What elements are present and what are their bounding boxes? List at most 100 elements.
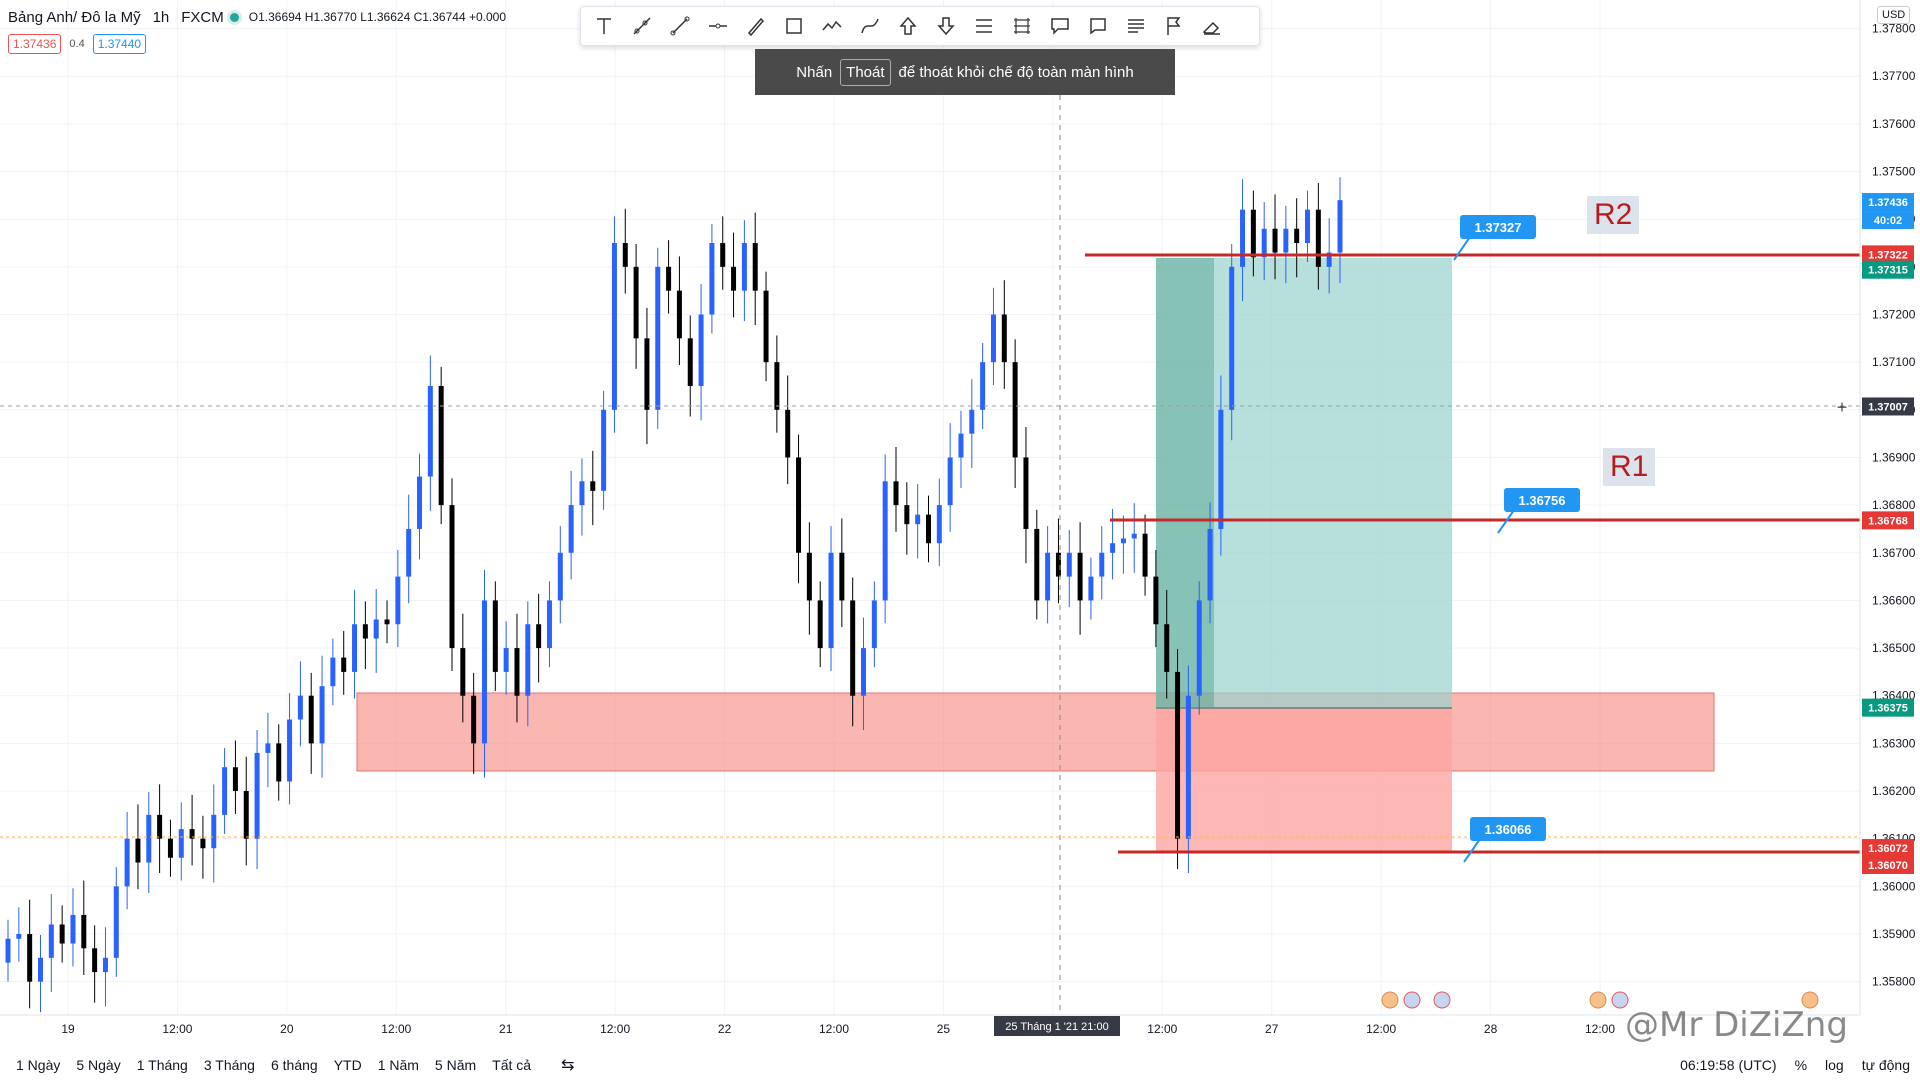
price-note-box[interactable] (1460, 215, 1536, 239)
flag-icon[interactable] (1157, 9, 1191, 43)
curve-icon[interactable] (853, 9, 887, 43)
range-3m[interactable]: 3 Tháng (203, 1057, 255, 1073)
time-tick-label: 12:00 (1585, 1022, 1615, 1036)
candle-body (546, 600, 552, 649)
range-1d[interactable]: 1 Ngày (16, 1057, 61, 1073)
range-1m[interactable]: 1 Tháng (136, 1057, 188, 1073)
candle-body (222, 767, 228, 815)
text-icon[interactable] (587, 9, 621, 43)
comment-icon[interactable] (1081, 9, 1115, 43)
candle-body (1131, 533, 1137, 539)
price-note-pointer (1497, 509, 1515, 534)
position-loss-area[interactable] (1156, 708, 1452, 852)
candle-body (492, 600, 498, 672)
time-tick-label: 12:00 (1366, 1022, 1396, 1036)
price-range-icon[interactable] (967, 9, 1001, 43)
time-tick-label: 12:00 (819, 1022, 849, 1036)
price-note-icon[interactable] (1119, 9, 1153, 43)
event-icons[interactable] (1381, 991, 1819, 1009)
candle-body (113, 886, 119, 958)
interval-label[interactable]: 1h (152, 8, 170, 26)
bid-price-button[interactable]: 1.37436 (8, 34, 62, 54)
candle-body (763, 290, 769, 363)
range-5d[interactable]: 5 Ngày (76, 1057, 121, 1073)
percent-toggle[interactable]: % (1794, 1057, 1808, 1073)
candle-body (644, 338, 650, 410)
trend-line-icon[interactable] (663, 9, 697, 43)
horizontal-line-icon[interactable] (701, 9, 735, 43)
candle-body (850, 600, 856, 696)
time-tick-label: 19 (61, 1022, 75, 1036)
candle-body (969, 409, 975, 434)
candle-body (590, 481, 596, 491)
candle-body (958, 433, 964, 458)
candle-body (189, 829, 195, 839)
hint-after: để thoát khỏi chế độ toàn màn hình (898, 63, 1134, 81)
auto-toggle[interactable]: tự động (1861, 1057, 1910, 1073)
date-range-icon[interactable] (1005, 9, 1039, 43)
candle-body (731, 266, 737, 291)
time-tick-label: 27 (1265, 1022, 1279, 1036)
brush-icon[interactable] (739, 9, 773, 43)
price-tick-label: 1.37800 (1872, 22, 1916, 36)
time-tick-label: 21 (499, 1022, 513, 1036)
range-1y[interactable]: 1 Năm (377, 1057, 419, 1073)
fullscreen-hint: Nhấn Thoát để thoát khỏi chế độ toàn màn… (755, 49, 1175, 95)
candle-body (92, 948, 98, 973)
candle-body (915, 514, 921, 525)
range-6m[interactable]: 6 tháng (270, 1057, 318, 1073)
hint-before: Nhấn (796, 63, 833, 81)
ask-price-button[interactable]: 1.37440 (92, 34, 147, 54)
price-note-box[interactable] (1470, 817, 1546, 841)
price-note-box[interactable] (1504, 488, 1580, 512)
candle-body (178, 829, 184, 858)
price-tick-label: 1.36600 (1872, 593, 1916, 607)
ray-icon[interactable] (625, 9, 659, 43)
candle-body (936, 505, 942, 544)
candle-body (871, 600, 877, 649)
arrow-up-icon[interactable] (891, 9, 925, 43)
price-axis[interactable]: 1.358001.359001.360001.361001.362001.363… (1836, 0, 1916, 1015)
time-tick-label: 25 (937, 1022, 951, 1036)
r2-label[interactable]: R2 (1587, 196, 1640, 234)
price-tick-label: 1.36500 (1872, 641, 1916, 655)
candle-body (319, 686, 325, 744)
price-tag-text: 1.37007 (1868, 401, 1908, 413)
candle-body (1196, 600, 1202, 696)
range-5y[interactable]: 5 Năm (434, 1057, 477, 1073)
candle-body (135, 838, 141, 863)
crosshair-time-label: 25 Tháng 1 '21 21:00 (1005, 1021, 1108, 1033)
candle-body (341, 657, 347, 672)
date-range-icon[interactable]: ⇆ (561, 1057, 575, 1074)
range-all[interactable]: Tất cả (492, 1057, 532, 1073)
candle-body (1001, 314, 1007, 363)
range-ytd[interactable]: YTD (333, 1057, 362, 1073)
callout-icon[interactable] (1043, 9, 1077, 43)
candle-body (265, 743, 271, 753)
symbol-name[interactable]: Bảng Anh/ Đô la Mỹ (8, 8, 141, 26)
add-alert-icon[interactable]: + (1836, 399, 1848, 415)
candle-body (471, 695, 477, 744)
time-axis[interactable]: 19 12:00 20 12:00 21 12:00 22 12:00 25 12:00 12:00… (0, 1014, 1860, 1036)
price-tick-label: 1.36900 (1872, 450, 1916, 464)
clock-time[interactable]: 06:19:58 (UTC) (1680, 1057, 1777, 1073)
support-zone[interactable] (356, 692, 1715, 772)
candle-body (1045, 552, 1051, 601)
price-tag-text: 1.37436 (1868, 197, 1908, 209)
candle-body (785, 409, 791, 458)
eraser-icon[interactable] (1195, 9, 1229, 43)
rectangle-icon[interactable] (777, 9, 811, 43)
candle-body (308, 695, 314, 744)
candle-body (687, 338, 693, 386)
log-toggle[interactable]: log (1825, 1057, 1844, 1073)
arrow-down-icon[interactable] (929, 9, 963, 43)
position-profit-area[interactable] (1156, 258, 1452, 708)
chart-grid (0, 0, 1860, 1015)
currency-label[interactable]: USD (1877, 6, 1911, 24)
exit-key[interactable]: Thoát (840, 58, 891, 86)
r1-label[interactable]: R1 (1603, 448, 1656, 486)
time-tick-label: 20 (280, 1022, 294, 1036)
path-icon[interactable] (815, 9, 849, 43)
time-tick-label: 22 (718, 1022, 732, 1036)
